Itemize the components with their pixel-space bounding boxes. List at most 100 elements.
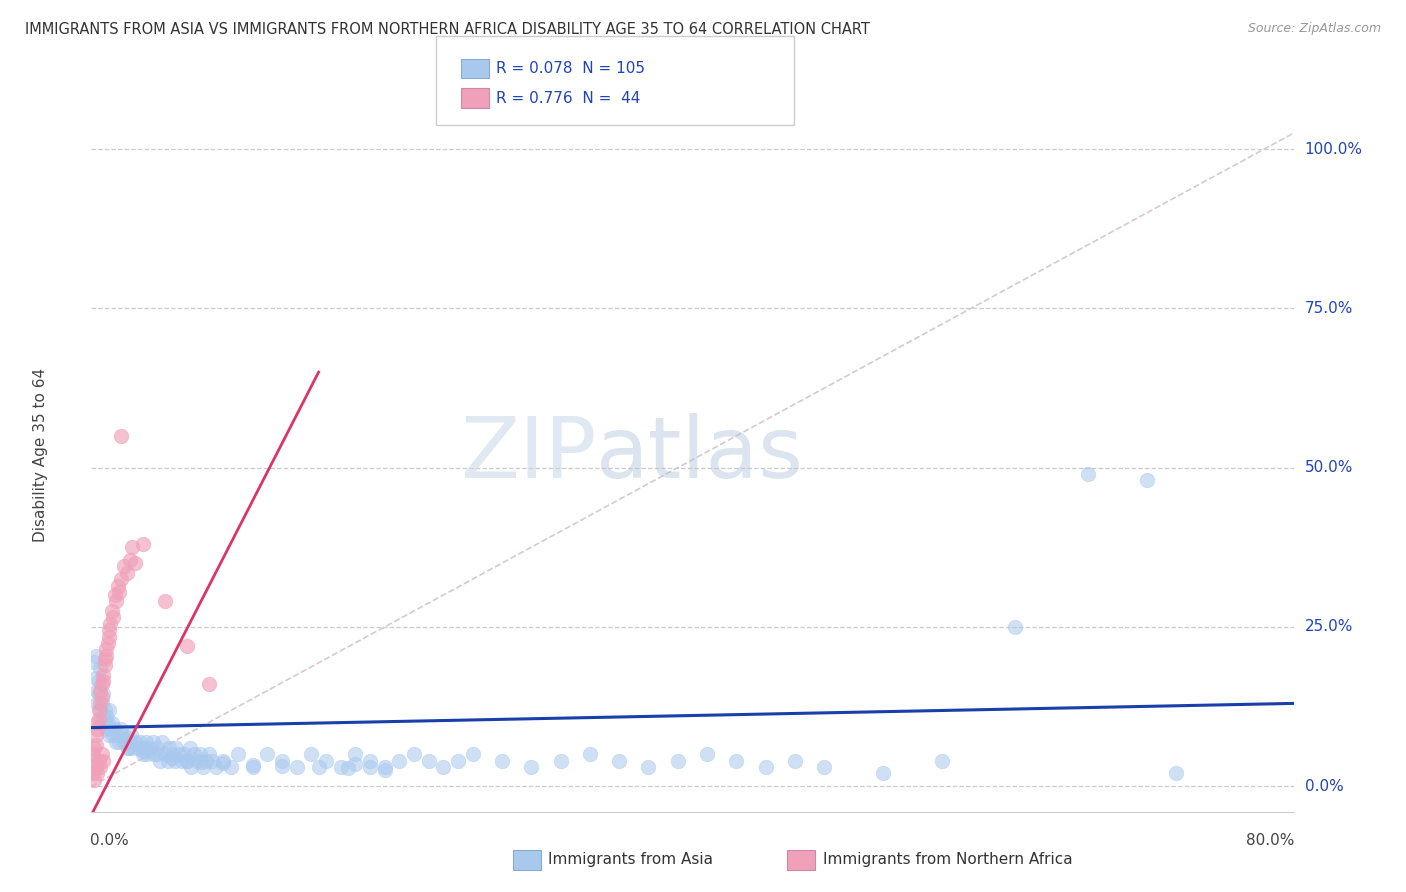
Point [91, 709, 114, 723]
Point [242, 757, 264, 772]
Point [299, 747, 322, 762]
Point [86, 715, 108, 730]
Point [146, 741, 169, 756]
Point [191, 760, 214, 774]
Point [82, 766, 104, 780]
Text: 100.0%: 100.0% [1305, 142, 1362, 157]
Point [108, 585, 131, 599]
Point [418, 754, 440, 768]
Point [91, 674, 114, 689]
Point [107, 578, 129, 592]
Point [402, 747, 425, 762]
Point [149, 754, 172, 768]
Point [143, 747, 166, 762]
Point [134, 741, 156, 756]
Point [103, 610, 125, 624]
Point [285, 760, 308, 774]
Point [103, 728, 125, 742]
Point [98, 623, 121, 637]
Point [121, 541, 143, 555]
Point [84, 728, 107, 742]
Point [315, 754, 337, 768]
Point [176, 639, 198, 653]
Point [90, 715, 112, 730]
Point [108, 734, 131, 748]
Point [1166, 766, 1188, 780]
Point [124, 556, 146, 570]
Point [115, 731, 138, 746]
Point [104, 588, 127, 602]
Text: Immigrants from Asia: Immigrants from Asia [548, 853, 713, 867]
Point [666, 754, 689, 768]
Point [176, 754, 198, 768]
Point [205, 760, 228, 774]
Point [94, 722, 117, 736]
Point [87, 703, 110, 717]
Point [87, 674, 110, 689]
Point [308, 760, 330, 774]
Point [105, 734, 128, 748]
Point [813, 760, 835, 774]
Point [200, 754, 222, 768]
Point [84, 760, 107, 774]
Point [160, 750, 183, 764]
Point [374, 760, 396, 774]
Text: 80.0%: 80.0% [1246, 833, 1295, 848]
Point [101, 715, 124, 730]
Point [112, 559, 135, 574]
Point [93, 658, 115, 673]
Text: 0.0%: 0.0% [1305, 779, 1343, 794]
Point [94, 648, 117, 663]
Point [607, 754, 630, 768]
Point [271, 754, 294, 768]
Point [98, 703, 121, 717]
Point [91, 687, 114, 701]
Text: 0.0%: 0.0% [90, 833, 129, 848]
Point [118, 734, 141, 748]
Point [105, 594, 128, 608]
Text: ZIP: ZIP [460, 413, 596, 497]
Point [87, 687, 110, 701]
Point [83, 741, 105, 756]
Text: Disability Age 35 to 64: Disability Age 35 to 64 [34, 368, 48, 542]
Point [117, 741, 139, 756]
Point [180, 760, 202, 774]
Point [89, 760, 111, 774]
Point [131, 744, 153, 758]
Point [93, 652, 115, 666]
Point [135, 734, 157, 748]
Point [100, 722, 122, 736]
Point [579, 747, 602, 762]
Point [183, 747, 205, 762]
Point [107, 728, 129, 742]
Text: Source: ZipAtlas.com: Source: ZipAtlas.com [1247, 22, 1381, 36]
Point [359, 754, 381, 768]
Point [86, 683, 108, 698]
Point [124, 734, 146, 748]
Point [89, 703, 111, 717]
Point [93, 703, 115, 717]
Point [696, 747, 718, 762]
Point [89, 661, 111, 675]
Point [783, 754, 806, 768]
Point [256, 747, 278, 762]
Point [131, 747, 153, 762]
Point [188, 747, 211, 762]
Point [127, 741, 149, 756]
Point [82, 747, 104, 762]
Point [115, 566, 138, 580]
Point [336, 761, 359, 775]
Point [725, 754, 748, 768]
Point [89, 697, 111, 711]
Point [1136, 474, 1159, 488]
Point [136, 747, 159, 762]
Point [101, 604, 124, 618]
Point [388, 754, 411, 768]
Point [165, 741, 187, 756]
Point [197, 747, 219, 762]
Point [139, 741, 162, 756]
Point [172, 754, 194, 768]
Point [111, 728, 134, 742]
Point [432, 760, 454, 774]
Point [100, 616, 122, 631]
